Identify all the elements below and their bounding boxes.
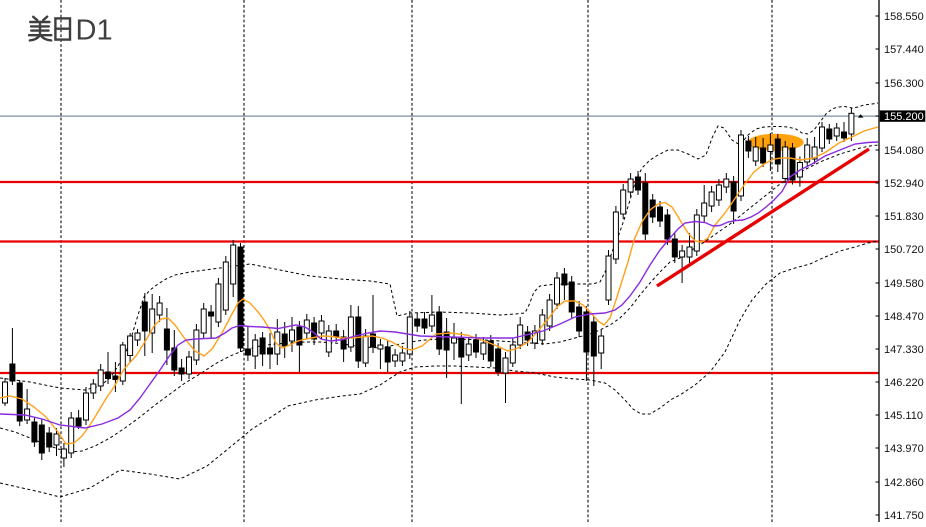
svg-text:151.830: 151.830 (884, 211, 924, 223)
svg-text:155.200: 155.200 (884, 111, 924, 123)
svg-text:158.550: 158.550 (884, 11, 924, 23)
svg-text:152.940: 152.940 (884, 178, 924, 190)
svg-text:154.080: 154.080 (884, 145, 924, 157)
svg-text:142.860: 142.860 (884, 477, 924, 489)
svg-text:145.110: 145.110 (884, 410, 923, 422)
svg-text:147.330: 147.330 (884, 344, 924, 356)
svg-text:143.970: 143.970 (884, 443, 924, 455)
svg-text:149.580: 149.580 (884, 278, 924, 290)
svg-text:146.220: 146.220 (884, 377, 924, 389)
svg-text:D1: D1 (76, 15, 113, 47)
svg-text:150.720: 150.720 (884, 244, 924, 256)
svg-text:156.300: 156.300 (884, 78, 924, 90)
svg-text:141.750: 141.750 (884, 510, 924, 522)
svg-text:148.470: 148.470 (884, 311, 924, 323)
svg-text:157.440: 157.440 (884, 44, 924, 56)
